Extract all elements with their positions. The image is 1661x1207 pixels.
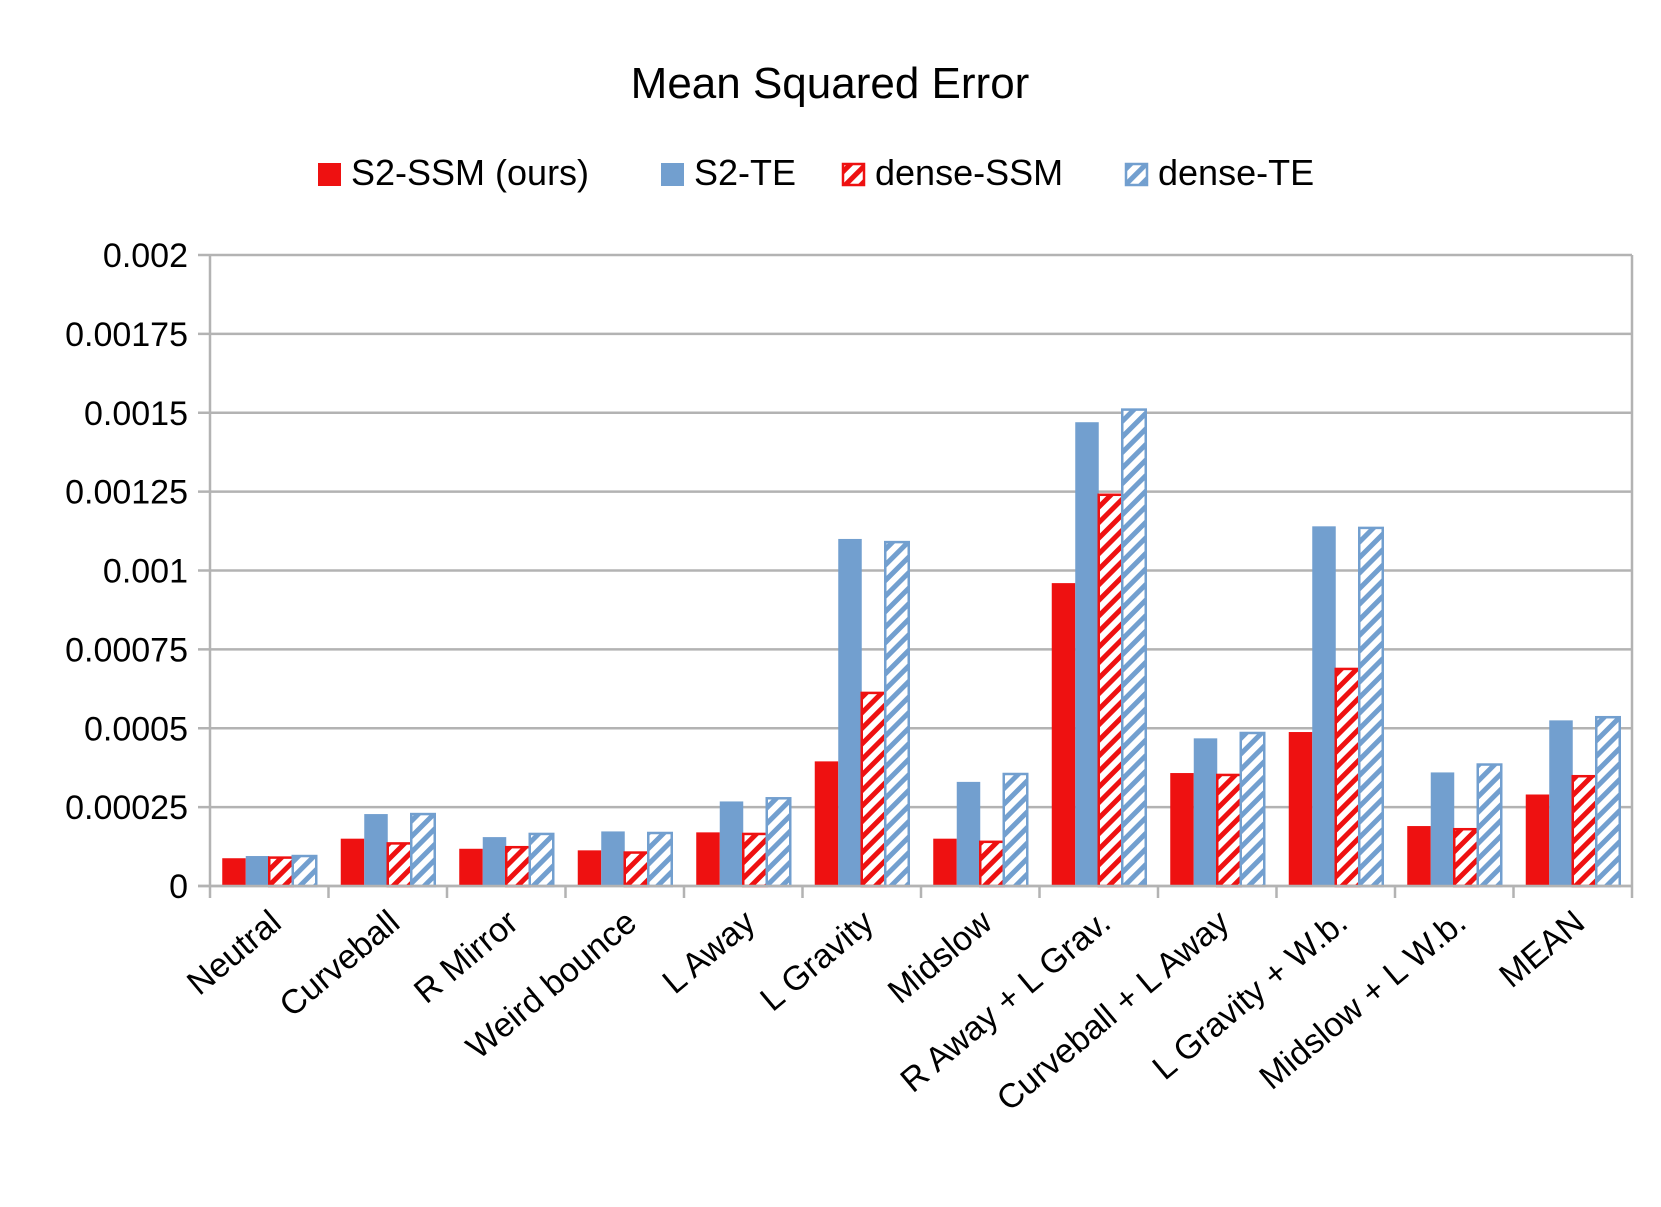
bar-s2-ssm-ours [696,832,720,886]
bar-dense-te [1002,772,1029,888]
bar-s2-te [1075,422,1099,886]
bar-s2-ssm-ours [459,848,483,886]
bar-dense-te [647,831,673,888]
legend-label: dense-TE [1158,152,1314,193]
bar-dense-ssm [1571,774,1598,888]
x-tick-label: L Away [655,903,762,1001]
x-tick-label: R Mirror [407,903,525,1011]
x-tick-label: Midslow [881,903,1000,1011]
bars [222,408,1621,888]
bar-s2-te [601,831,625,886]
x-tick-label: Midslow + L W.b. [1252,903,1473,1097]
bar-s2-te [1193,738,1218,886]
bar-s2-te [364,814,388,886]
bar-s2-ssm-ours [814,761,839,886]
y-tick-label: 0.00075 [65,631,188,669]
y-tick-label: 0.0005 [84,710,188,748]
bar-s2-te [1312,526,1336,886]
bar-s2-ssm-ours [1525,794,1550,886]
y-tick-label: 0.001 [103,553,188,591]
y-tick-label: 0.00175 [65,316,188,354]
bar-dense-ssm [505,845,531,888]
bar-s2-te [838,538,862,886]
bar-dense-te [410,812,436,888]
bar-dense-te [291,854,318,888]
y-tick-label: 0.00025 [65,789,188,827]
x-tick-label: MEAN [1492,903,1592,995]
y-axis-ticks: 0 0.00025 0.0005 0.00075 0.001 0.00125 0.0015 0… [65,237,188,906]
bar-s2-te [245,856,270,886]
bar-s2-ssm-ours [340,838,365,886]
bar-dense-te [1239,731,1266,888]
y-tick-label: 0.002 [103,237,188,275]
y-tick-label: 0 [169,868,188,906]
legend-swatch [318,163,341,186]
legend-swatch [841,162,866,187]
bar-s2-te [482,837,507,886]
bar-s2-te [719,801,744,886]
bar-dense-ssm [860,691,887,888]
x-tick-label: R Away + L Grav. [893,903,1117,1100]
bar-dense-te [1121,408,1147,888]
bar-dense-te [1358,526,1384,888]
x-tick-label: Curveball [272,903,406,1024]
bar-dense-ssm [623,851,650,888]
bar-s2-ssm-ours [1407,826,1431,886]
legend-label: S2-TE [694,152,796,193]
bar-dense-te [1595,715,1621,888]
x-tick-label: Neutral [180,903,288,1003]
bar-dense-ssm [268,856,294,888]
bar-s2-ssm-ours [222,858,246,886]
bar-dense-ssm [1097,493,1124,888]
bar-dense-te [765,797,792,888]
bar-s2-ssm-ours [577,850,602,886]
bar-s2-ssm-ours [933,838,957,886]
bar-dense-te [884,540,910,888]
y-tick-label: 0.0015 [84,395,188,433]
bar-dense-ssm [742,832,768,888]
bar-s2-ssm-ours [1288,732,1313,886]
bar-s2-te [1549,720,1573,886]
bar-dense-ssm [386,842,413,888]
chart-title: Mean Squared Error [631,59,1030,108]
gridlines [198,253,1632,888]
legend: S2-SSM (ours) S2-TE dense-SSM dense-TE [318,152,1314,193]
x-tick-label: L Gravity + W.b. [1145,903,1354,1087]
axes [198,255,1634,898]
legend-label: dense-SSM [875,152,1063,193]
legend-swatch [1124,162,1149,187]
bar-s2-te [1430,772,1455,886]
bar-s2-te [956,781,981,886]
bar-dense-ssm [979,840,1005,888]
legend-swatch [661,163,684,186]
x-tick-label: L Gravity [753,903,881,1019]
legend-label: S2-SSM (ours) [351,152,589,193]
bar-dense-ssm [1453,827,1479,888]
bar-dense-ssm [1216,773,1242,888]
y-tick-label: 0.00125 [65,474,188,512]
bar-s2-ssm-ours [1170,773,1194,886]
bar-dense-te [1476,763,1503,888]
bar-dense-te [528,832,555,888]
bar-s2-ssm-ours [1051,583,1076,886]
bar-dense-ssm [1334,667,1361,888]
